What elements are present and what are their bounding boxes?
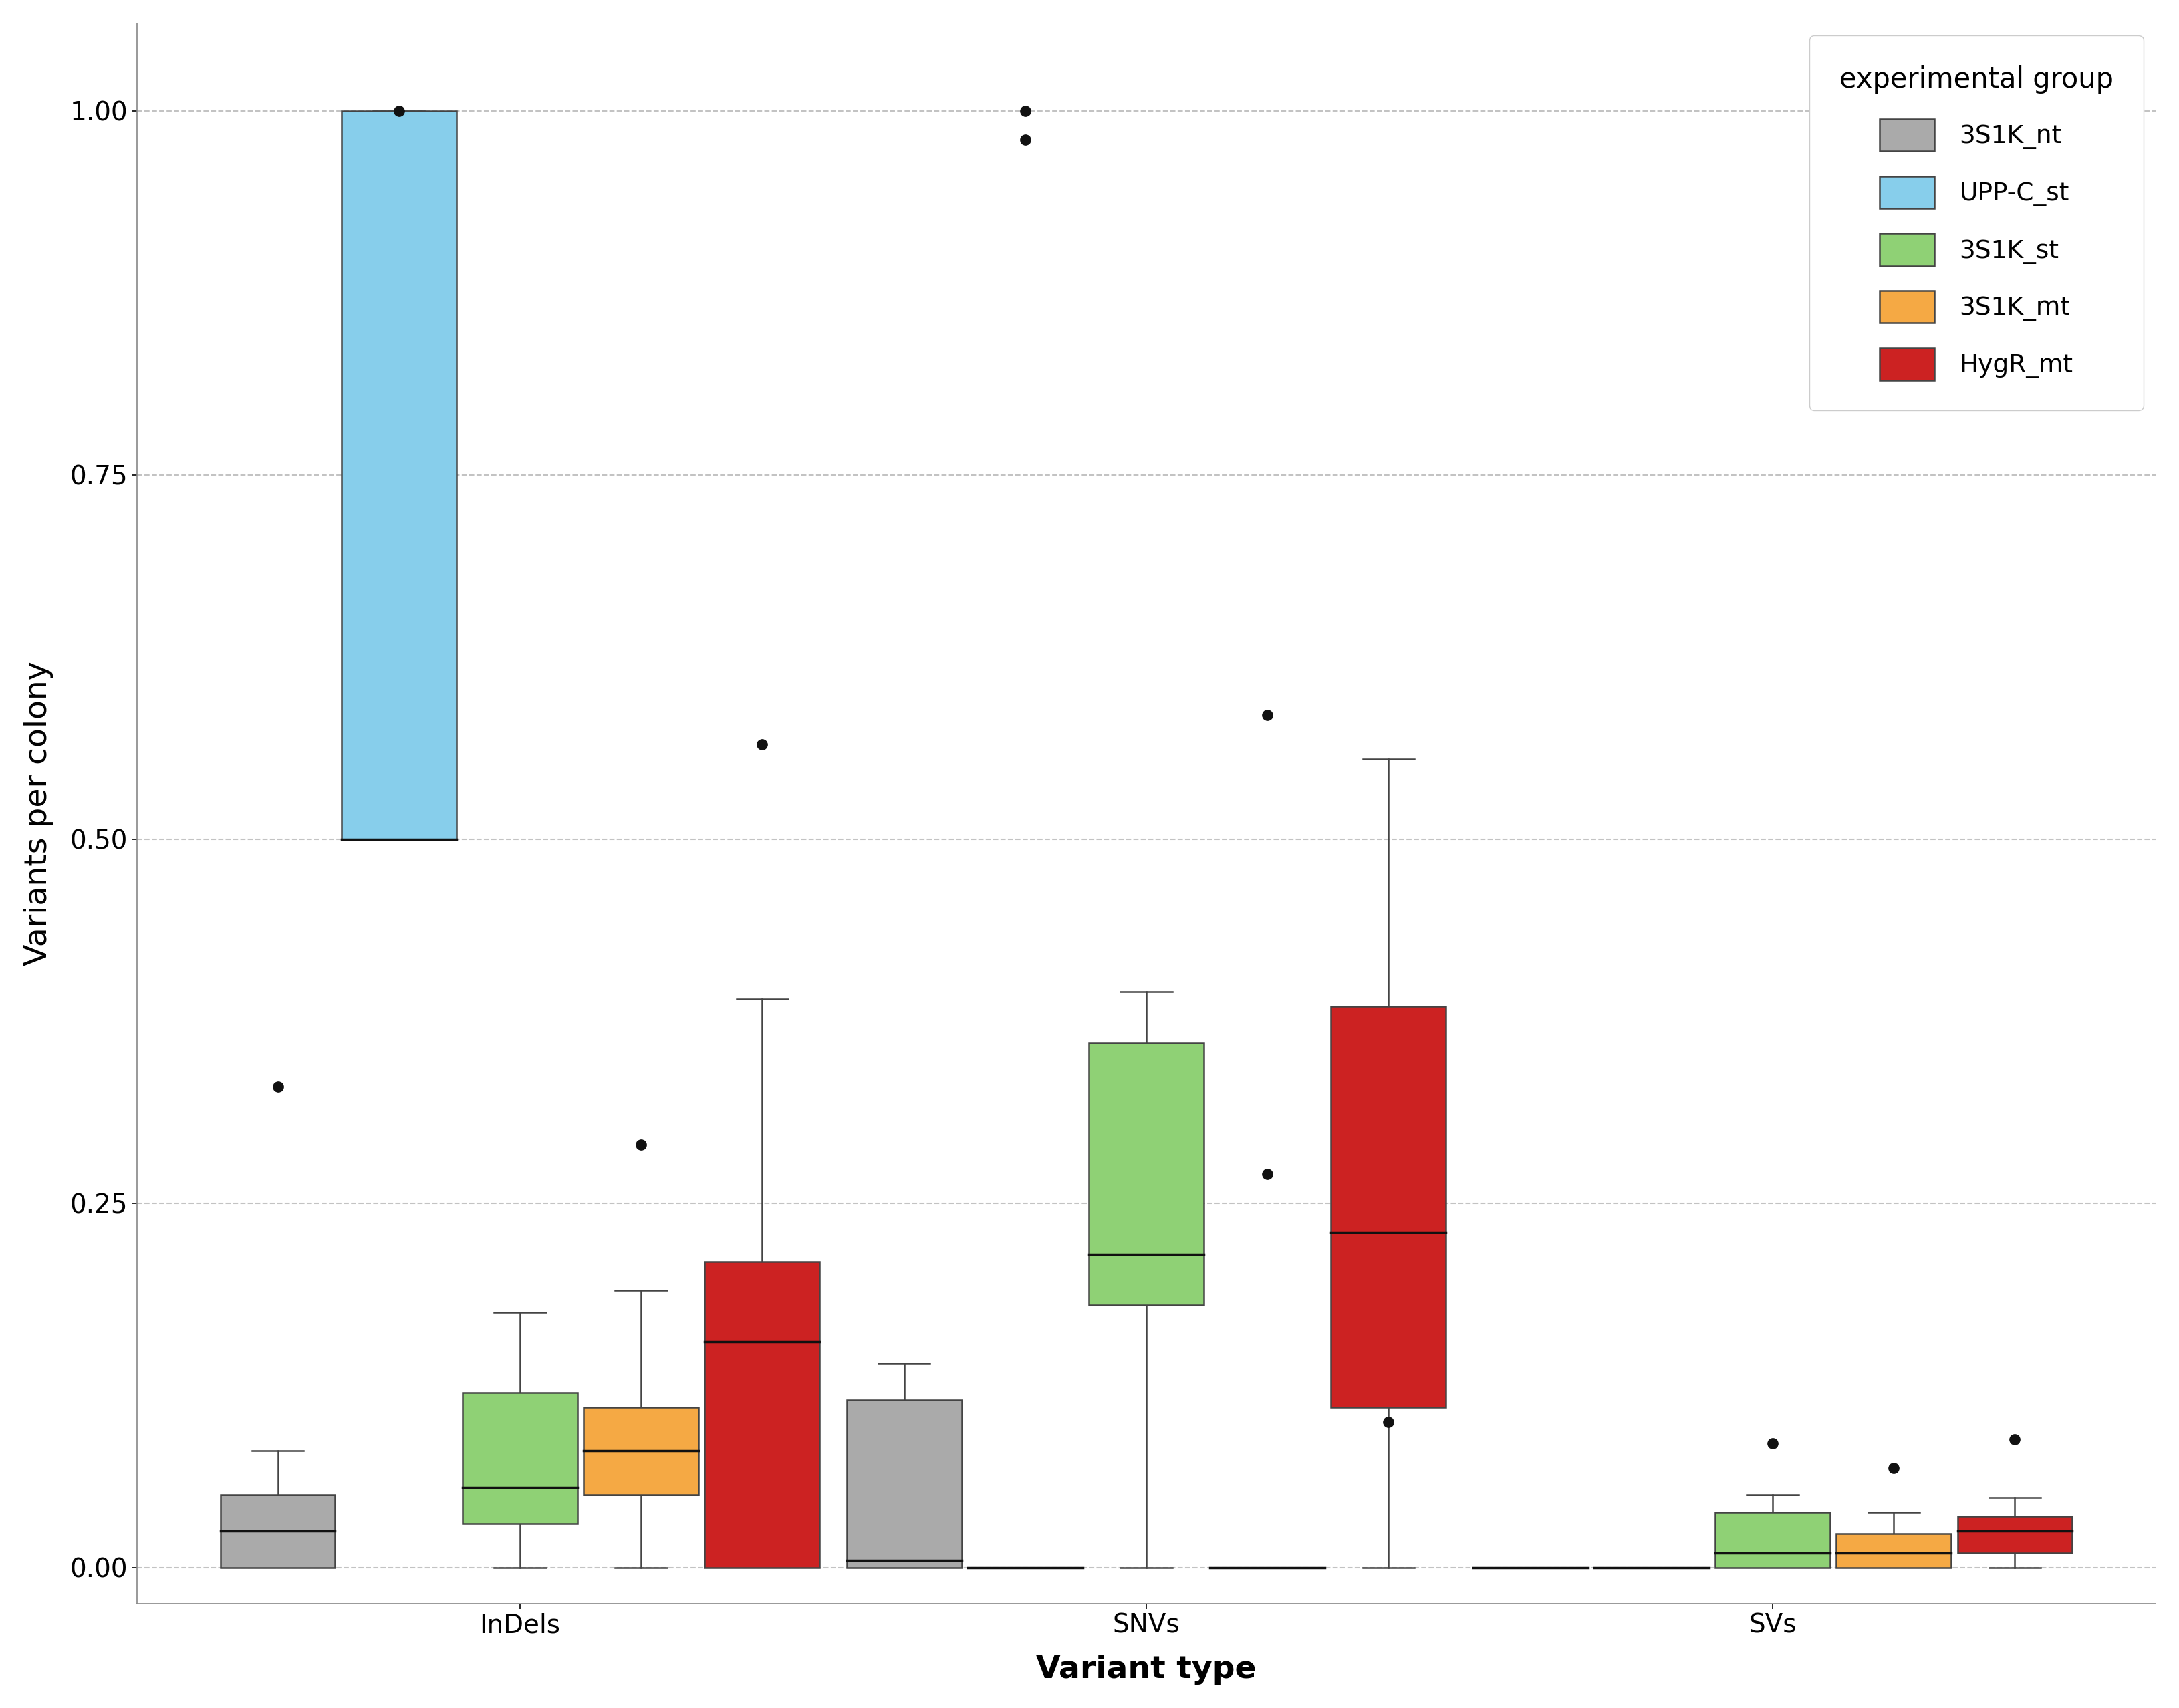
Legend: 3S1K_nt, UPP-C_st, 3S1K_st, 3S1K_mt, HygR_mt: 3S1K_nt, UPP-C_st, 3S1K_st, 3S1K_mt, Hyg…: [1809, 36, 2144, 410]
Bar: [1957, 1517, 2072, 1553]
Y-axis label: Variants per colony: Variants per colony: [24, 661, 52, 965]
Bar: [220, 1494, 336, 1568]
Bar: [704, 1262, 819, 1568]
Bar: [462, 1392, 577, 1524]
Bar: [342, 111, 455, 839]
Bar: [1715, 1512, 1830, 1568]
Bar: [1331, 1006, 1447, 1407]
Bar: [1090, 1044, 1203, 1305]
Bar: [1837, 1534, 1950, 1568]
Bar: [584, 1407, 699, 1494]
Bar: [848, 1401, 961, 1568]
X-axis label: Variant type: Variant type: [1037, 1655, 1257, 1684]
